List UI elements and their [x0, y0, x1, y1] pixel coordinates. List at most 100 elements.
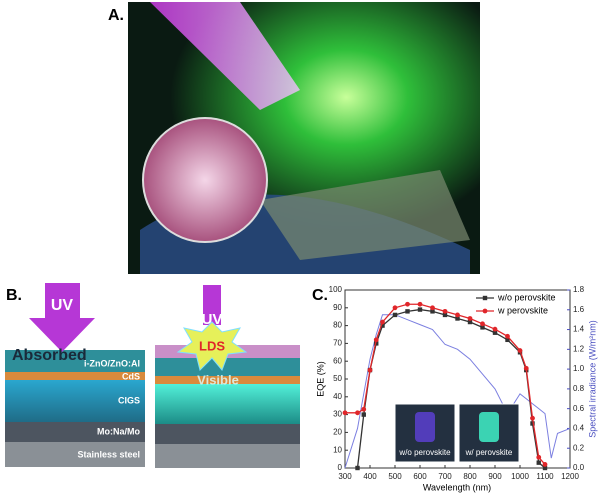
marker — [342, 410, 348, 416]
panel-label: B. — [6, 287, 22, 304]
x-tick-label: 300 — [338, 472, 352, 481]
y-tick-label: 80 — [333, 321, 342, 330]
layer — [155, 376, 300, 384]
marker — [392, 305, 398, 311]
layer — [5, 372, 145, 380]
marker — [374, 341, 379, 346]
x-tick-label: 1100 — [536, 472, 554, 481]
marker — [530, 421, 535, 426]
marker — [430, 309, 435, 314]
x-tick-label: 700 — [438, 472, 452, 481]
x-axis-label: Wavelength (nm) — [423, 482, 491, 492]
burst-label: LDS — [199, 338, 225, 353]
uv-arrow — [29, 283, 95, 352]
inset-glow — [479, 412, 499, 442]
x-tick-label: 900 — [488, 472, 502, 481]
marker — [417, 307, 423, 312]
y-tick-label: 0 — [338, 463, 343, 472]
y-tick-label: 100 — [329, 285, 343, 294]
marker — [536, 460, 541, 465]
y2-tick-label: 1.2 — [573, 344, 585, 353]
legend-label: w/o perovskite — [497, 292, 556, 302]
marker — [492, 326, 498, 332]
marker — [355, 465, 360, 471]
marker — [480, 325, 485, 330]
layer-label: CdS — [122, 371, 140, 381]
y2-tick-label: 0.6 — [573, 404, 585, 413]
y-tick-label: 20 — [333, 428, 342, 437]
marker — [523, 365, 529, 371]
marker — [467, 316, 473, 321]
layer — [5, 350, 145, 372]
uv-arrow — [203, 285, 221, 325]
marker — [542, 462, 548, 467]
y2-tick-label: 0.8 — [573, 384, 585, 393]
marker — [530, 415, 535, 421]
layer — [5, 442, 145, 467]
note: Absorbed — [12, 347, 87, 364]
layer-label: i-ZnO/ZnO:Al — [84, 358, 140, 368]
y2-tick-label: 0.0 — [573, 463, 585, 472]
layer — [155, 424, 300, 444]
marker — [417, 301, 423, 307]
y2-tick-label: 1.4 — [573, 325, 585, 334]
arrow-label: UV — [51, 297, 74, 314]
x-tick-label: 500 — [388, 472, 402, 481]
y-tick-label: 10 — [333, 445, 342, 454]
layer — [5, 380, 145, 422]
marker — [517, 348, 523, 353]
marker — [467, 319, 473, 325]
legend-label: w perovskite — [497, 305, 548, 315]
marker — [405, 301, 410, 307]
inset-label: w/o perovskite — [398, 448, 451, 457]
marker — [361, 412, 366, 417]
panel-b: B. UV Absorbed i-ZnO/ZnO:Al CdS CIGS Mo:Na/… — [5, 283, 300, 468]
y-tick-label: 50 — [333, 374, 342, 383]
marker — [380, 323, 385, 328]
legend-marker — [482, 308, 488, 314]
marker — [442, 312, 448, 318]
legend-marker — [482, 295, 488, 301]
marker — [380, 319, 385, 325]
marker — [455, 316, 460, 321]
y-tick-label: 40 — [333, 392, 342, 401]
marker — [361, 406, 367, 412]
inset-label: w/ perovskite — [465, 448, 513, 457]
marker — [367, 367, 373, 373]
marker — [492, 330, 498, 335]
panel-label: A. — [108, 7, 124, 24]
layer — [155, 358, 300, 376]
y2-tick-label: 0.4 — [573, 424, 585, 433]
light-beam — [150, 2, 300, 110]
x-tick-label: 600 — [413, 472, 427, 481]
layer-label: Stainless steel — [77, 449, 140, 459]
marker — [405, 309, 410, 314]
x-tick-label: 1000 — [511, 472, 529, 481]
y2-tick-label: 1.6 — [573, 305, 585, 314]
cell-sheet — [260, 170, 470, 260]
y-axis-label: EQE (%) — [315, 361, 325, 397]
lattice-magnifier — [142, 117, 268, 243]
x-tick-label: 1200 — [561, 472, 579, 481]
y2-axis-label: Spectral irradiance (W/m²nm) — [587, 320, 597, 438]
y-tick-label: 30 — [333, 410, 342, 419]
x-tick-label: 800 — [463, 472, 477, 481]
x-tick-label: 400 — [363, 472, 377, 481]
y-tick-label: 70 — [333, 339, 342, 348]
marker — [536, 454, 542, 460]
note: Visible — [197, 372, 239, 387]
marker — [480, 321, 485, 327]
marker — [442, 308, 448, 314]
panel-a: A. — [108, 2, 480, 274]
layer-label: CIGS — [118, 395, 140, 405]
y2-tick-label: 1.0 — [573, 364, 585, 373]
marker — [355, 410, 360, 416]
lds-burst — [176, 321, 248, 371]
marker — [505, 337, 510, 343]
y2-tick-label: 1.8 — [573, 285, 585, 294]
marker — [392, 312, 398, 318]
marker — [373, 337, 379, 343]
y2-tick-label: 0.2 — [573, 443, 585, 452]
panel-label: C. — [312, 287, 328, 304]
